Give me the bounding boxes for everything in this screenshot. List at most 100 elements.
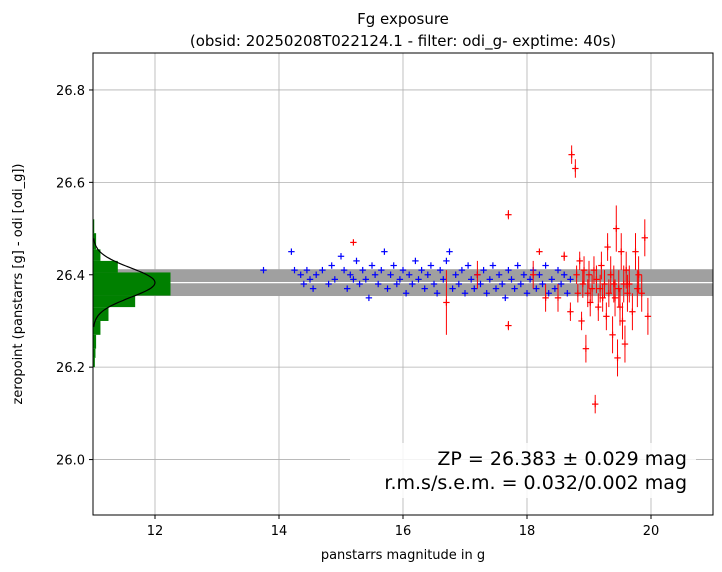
good-star-marker xyxy=(399,266,407,274)
good-star-marker xyxy=(396,276,404,283)
chart-subtitle: (obsid: 20250208T022124.1 - filter: odi_… xyxy=(190,32,616,51)
good-star-marker xyxy=(492,285,500,292)
good-star-marker xyxy=(291,266,298,274)
good-star-marker xyxy=(347,271,354,278)
histogram-bar xyxy=(93,272,171,284)
outlier-star-marker xyxy=(530,260,537,289)
outlier-star-marker xyxy=(644,297,652,335)
histogram-bar xyxy=(93,284,171,296)
outlier-star-marker xyxy=(542,284,549,312)
y-tick-label: 26.0 xyxy=(56,454,85,469)
good-star-marker xyxy=(288,248,295,255)
good-star-marker xyxy=(511,285,518,292)
good-star-marker xyxy=(328,262,335,269)
good-star-marker xyxy=(502,294,509,302)
good-star-marker xyxy=(517,280,524,288)
good-star-marker xyxy=(567,276,574,283)
good-star-marker xyxy=(325,280,332,288)
annotation-background xyxy=(350,443,696,498)
good-star-marker xyxy=(468,276,475,283)
good-star-marker xyxy=(495,271,503,278)
histogram-bar xyxy=(93,320,101,335)
outlier-star-marker xyxy=(579,270,586,298)
good-star-marker xyxy=(421,285,428,292)
histogram-bar xyxy=(93,357,95,368)
good-star-marker xyxy=(486,276,493,283)
outlier-star-marker xyxy=(554,284,562,312)
good-star-marker xyxy=(378,266,385,274)
outlier-star-marker xyxy=(588,274,596,303)
outlier-star-marker xyxy=(641,219,648,257)
good-star-marker xyxy=(384,285,391,292)
outlier-star-marker xyxy=(635,256,642,294)
good-star-marker xyxy=(455,280,462,288)
good-star-marker xyxy=(337,253,345,260)
good-star-marker xyxy=(415,276,422,283)
outlier-star-marker xyxy=(598,251,605,280)
good-star-marker xyxy=(458,266,466,274)
good-star-marker xyxy=(446,248,453,255)
good-star-marker xyxy=(313,271,320,278)
good-star-marker xyxy=(390,262,397,269)
good-star-marker xyxy=(350,276,357,283)
outlier-star-marker xyxy=(536,248,543,255)
zeropoint-annotation: ZP = 26.383 ± 0.029 mag xyxy=(437,448,687,470)
good-star-marker xyxy=(371,271,379,278)
good-star-marker xyxy=(381,248,388,255)
good-star-marker xyxy=(499,280,506,288)
outlier-star-marker xyxy=(443,270,450,335)
good-star-marker xyxy=(477,280,484,288)
outlier-star-marker xyxy=(614,339,621,377)
histogram-bar xyxy=(93,295,136,308)
good-star-marker xyxy=(437,266,444,274)
outlier-star-marker xyxy=(574,284,582,303)
outlier-star-marker xyxy=(629,293,636,331)
good-star-marker xyxy=(359,266,366,274)
x-tick-label: 12 xyxy=(147,524,164,539)
y-tick-label: 26.4 xyxy=(56,269,85,284)
outlier-star-marker xyxy=(474,260,481,289)
good-star-marker xyxy=(449,285,456,292)
good-star-marker xyxy=(365,294,373,302)
good-star-marker xyxy=(523,290,531,297)
gaussian-fit-curve xyxy=(93,238,156,328)
x-tick-label: 14 xyxy=(271,524,288,539)
outlier-star-marker xyxy=(610,265,617,303)
outlier-star-marker xyxy=(609,316,616,354)
good-star-marker xyxy=(505,266,512,274)
y-tick-label: 26.6 xyxy=(56,176,85,191)
outlier-star-marker xyxy=(580,256,588,284)
outlier-star-marker xyxy=(593,265,600,294)
outlier-star-marker xyxy=(578,311,585,331)
x-tick-label: 18 xyxy=(519,524,536,539)
histogram-bar xyxy=(93,260,118,273)
good-star-marker xyxy=(520,271,528,278)
chart-title: Fg exposure xyxy=(357,10,449,28)
good-star-marker xyxy=(368,262,376,269)
outlier-star-marker xyxy=(611,279,619,317)
outlier-star-marker xyxy=(601,270,608,298)
good-star-marker xyxy=(300,280,307,288)
good-star-marker xyxy=(557,280,565,288)
good-star-marker xyxy=(393,280,400,288)
good-star-marker xyxy=(306,276,314,283)
good-star-marker xyxy=(412,257,419,265)
outlier-star-marker xyxy=(634,270,641,308)
good-star-marker xyxy=(375,280,382,288)
good-star-marker xyxy=(433,290,441,297)
outlier-star-marker xyxy=(567,302,574,321)
histogram-bar xyxy=(93,249,101,261)
good-star-marker xyxy=(260,266,267,274)
outlier-star-marker xyxy=(621,325,629,363)
good-star-marker xyxy=(353,257,360,265)
good-star-marker xyxy=(561,271,568,278)
x-tick-label: 16 xyxy=(395,524,412,539)
histogram-bar xyxy=(93,334,97,349)
good-star-marker xyxy=(340,266,348,274)
good-star-marker xyxy=(542,262,549,269)
good-star-marker xyxy=(461,290,469,297)
outlier-star-marker xyxy=(582,334,590,363)
good-star-marker xyxy=(536,271,543,278)
outlier-star-marker xyxy=(592,394,599,414)
